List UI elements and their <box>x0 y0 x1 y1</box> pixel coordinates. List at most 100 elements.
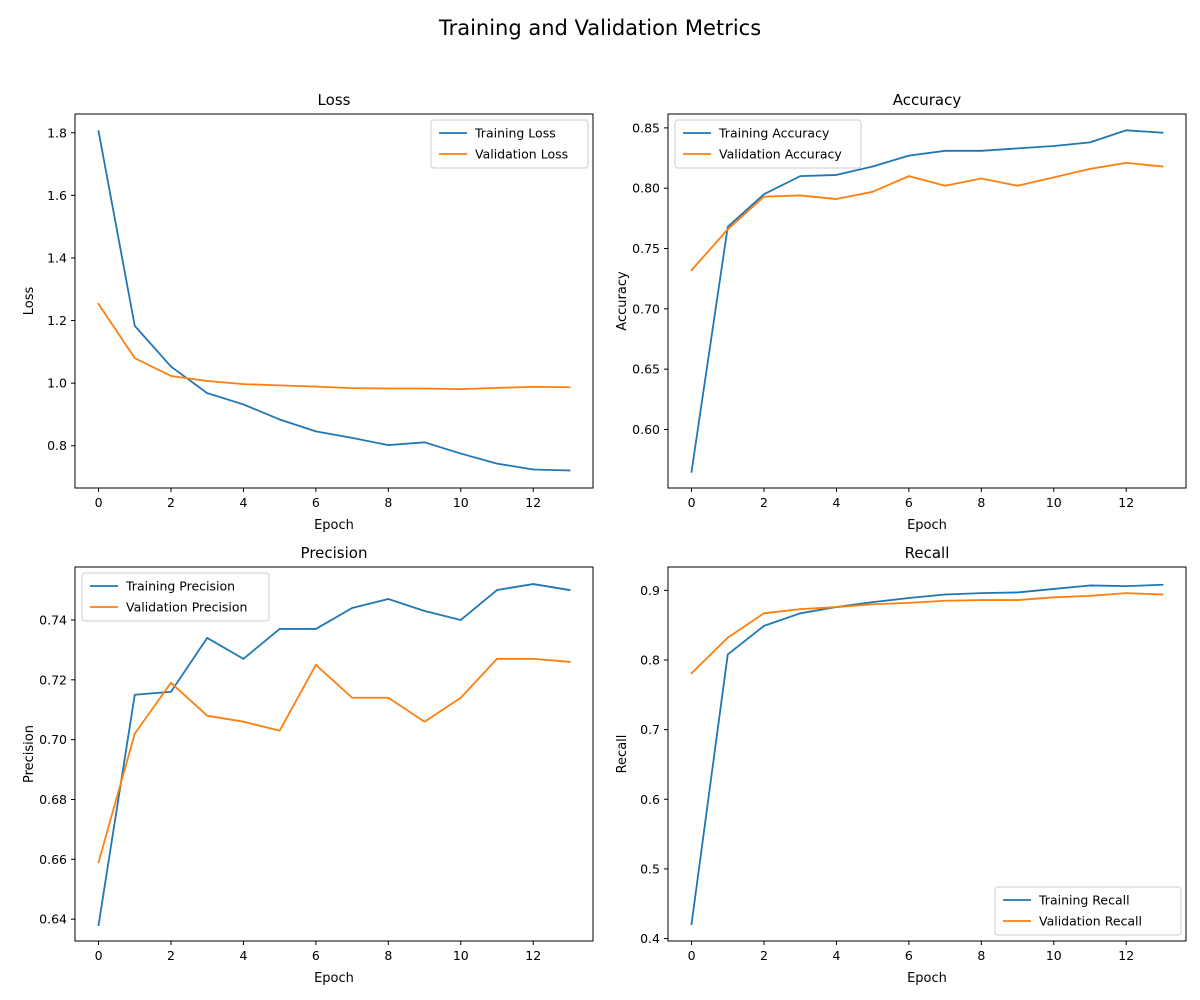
y-axis-label: Accuracy <box>615 271 630 331</box>
x-tick-label: 12 <box>1118 948 1134 963</box>
data-point-validation-accuracy <box>907 175 910 178</box>
data-point-validation-loss <box>568 386 571 389</box>
subplot-title: Precision <box>301 544 368 562</box>
data-point-training-loss <box>532 468 535 471</box>
data-point-validation-loss <box>242 383 245 385</box>
legend-entry: Training Accuracy <box>718 126 830 141</box>
x-tick-label: 8 <box>384 495 392 510</box>
data-point-training-recall <box>726 653 729 656</box>
x-tick-label: 6 <box>312 495 320 510</box>
data-point-validation-loss <box>532 386 535 388</box>
data-point-training-loss <box>242 403 245 406</box>
legend-entry: Validation Precision <box>126 600 247 615</box>
y-tick-label: 0.72 <box>39 672 67 687</box>
data-point-training-loss <box>206 392 209 395</box>
y-tick-label: 0.60 <box>632 422 660 437</box>
series-line-training-loss <box>97 130 571 472</box>
x-tick-label: 4 <box>832 495 840 510</box>
data-point-validation-loss <box>278 384 281 387</box>
y-axis-label: Precision <box>22 725 37 783</box>
data-point-training-recall <box>980 592 983 595</box>
x-tick-label: 8 <box>977 495 985 510</box>
y-tick-label: 0.75 <box>632 241 660 256</box>
subplot-title: Loss <box>318 91 351 109</box>
data-point-validation-loss <box>170 375 172 377</box>
data-point-training-loss <box>97 130 100 133</box>
series-line-validation-loss <box>97 302 571 391</box>
data-point-validation-recall <box>799 608 802 611</box>
axes-frame <box>667 113 1187 489</box>
data-point-training-precision <box>459 619 462 621</box>
x-tick-label: 6 <box>905 948 913 963</box>
data-point-validation-accuracy <box>799 194 802 197</box>
data-point-training-loss <box>423 441 426 444</box>
x-tick-label: 10 <box>1046 948 1062 963</box>
legend-entry: Validation Recall <box>1039 914 1142 929</box>
data-point-training-accuracy <box>1161 131 1164 134</box>
data-point-validation-precision <box>532 657 535 660</box>
x-tick-label: 6 <box>905 495 913 510</box>
data-point-validation-precision <box>459 696 462 699</box>
data-point-training-precision <box>133 693 136 696</box>
y-tick-label: 0.7 <box>640 722 660 737</box>
legend-frame <box>994 886 1182 936</box>
data-point-training-recall <box>799 612 802 615</box>
data-point-validation-recall <box>726 636 729 639</box>
series-line-validation-recall <box>690 592 1164 675</box>
data-point-validation-recall <box>907 601 910 604</box>
series-line-training-accuracy <box>690 129 1164 473</box>
data-point-validation-accuracy <box>871 190 874 193</box>
data-point-validation-accuracy <box>944 184 947 187</box>
x-tick-label: 2 <box>167 948 175 963</box>
series-line-validation-precision <box>97 657 571 864</box>
data-point-training-loss <box>496 462 498 465</box>
x-tick-label: 10 <box>1046 495 1062 510</box>
data-point-training-accuracy <box>907 154 910 157</box>
data-point-training-recall <box>871 601 874 604</box>
figure-title: Training and Validation Metrics <box>438 16 762 40</box>
data-point-validation-accuracy <box>835 198 838 200</box>
legend: Training Loss Validation Loss <box>430 119 589 169</box>
data-point-validation-accuracy <box>726 228 729 231</box>
x-axis-label: Epoch <box>314 971 354 986</box>
data-point-validation-recall <box>944 599 947 602</box>
data-point-validation-precision <box>496 657 498 660</box>
data-point-training-precision <box>351 607 354 609</box>
y-tick-label: 0.66 <box>39 852 67 867</box>
data-point-validation-accuracy <box>980 177 983 180</box>
x-tick-label: 12 <box>525 948 541 963</box>
x-tick-label: 10 <box>453 495 469 510</box>
data-point-validation-loss <box>459 388 462 391</box>
y-axis-label: Recall <box>615 735 630 774</box>
x-tick-label: 12 <box>1118 495 1134 510</box>
x-tick-label: 4 <box>832 948 840 963</box>
data-point-validation-loss <box>496 386 498 389</box>
y-tick-label: 0.8 <box>47 438 67 453</box>
data-point-validation-recall <box>1052 596 1055 599</box>
data-point-training-recall <box>763 624 765 627</box>
y-tick-label: 1.6 <box>47 188 67 203</box>
legend: Training Accuracy Validation Accuracy <box>674 119 862 169</box>
data-point-training-precision <box>387 598 390 600</box>
subplot-title: Recall <box>905 544 950 562</box>
data-point-validation-precision <box>423 720 426 723</box>
data-point-validation-precision <box>170 681 172 684</box>
legend: Training Precision Validation Precision <box>81 572 270 622</box>
data-point-validation-accuracy <box>1089 167 1091 170</box>
data-point-training-recall <box>944 593 947 596</box>
data-point-training-recall <box>1161 583 1164 586</box>
y-tick-label: 0.9 <box>640 583 660 598</box>
data-point-validation-precision <box>206 714 209 717</box>
data-point-training-loss <box>133 324 136 327</box>
x-tick-label: 0 <box>95 495 103 510</box>
data-point-validation-loss <box>351 387 354 390</box>
data-point-validation-precision <box>568 660 571 663</box>
data-point-validation-accuracy <box>763 195 765 198</box>
data-point-training-loss <box>351 437 354 439</box>
subplot-accuracy: Accuracy 0 2 4 6 8 10 12 0.60 0.65 0.70 0.75 0.80 0.8… <box>615 91 1187 533</box>
x-tick-label: 0 <box>688 495 696 510</box>
x-axis-label: Epoch <box>907 518 947 533</box>
y-tick-label: 1.4 <box>47 250 67 265</box>
y-tick-label: 0.64 <box>39 912 67 927</box>
